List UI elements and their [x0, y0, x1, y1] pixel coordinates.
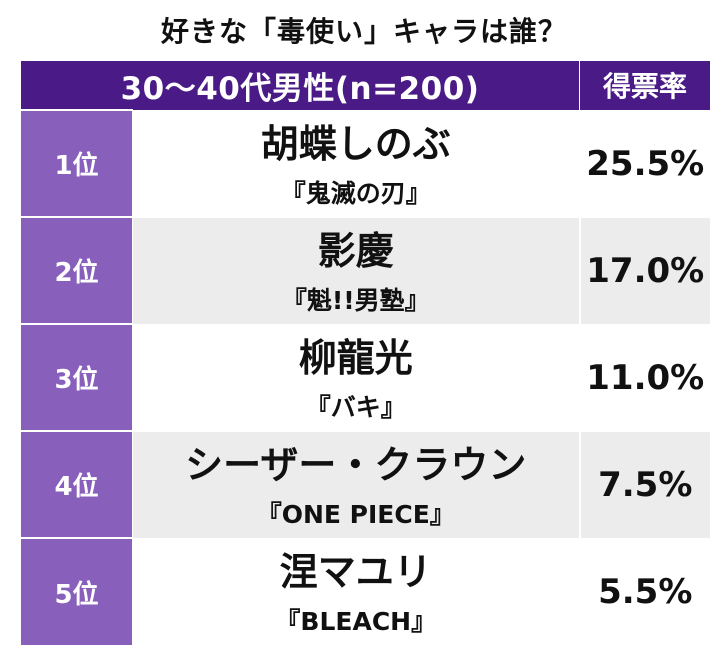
vote-percentage: 5.5% — [578, 537, 711, 647]
table-row: 5位 涅マユリ 『BLEACH』 5.5% — [20, 537, 711, 647]
table-row: 2位 影慶 『魁!!男塾』 17.0% — [20, 216, 711, 325]
group-label: 30〜40代男性(n=200) — [20, 60, 580, 111]
rank-label: 1位 — [20, 108, 133, 218]
rank-label: 3位 — [20, 323, 133, 432]
table-row: 1位 胡蝶しのぶ 『鬼滅の刃』 25.5% — [20, 108, 711, 218]
character-name: 影慶 — [317, 228, 394, 273]
character-name: 涅マユリ — [279, 549, 432, 594]
chart-title: 好きな「毒使い」キャラは誰？ — [160, 15, 567, 48]
name-cell: 影慶 『魁!!男塾』 — [132, 216, 580, 325]
table-header-row: 30〜40代男性(n=200) 得票率 — [20, 60, 711, 111]
work-title: 『ONE PIECE』 — [256, 499, 455, 529]
vote-percentage: 11.0% — [578, 323, 711, 432]
vote-percentage: 7.5% — [578, 430, 711, 539]
name-cell: シーザー・クラウン 『ONE PIECE』 — [132, 430, 580, 539]
character-name: 柳龍光 — [298, 335, 413, 380]
rank-label: 5位 — [20, 537, 133, 647]
ranking-table: 30〜40代男性(n=200) 得票率 1位 胡蝶しのぶ 『鬼滅の刃』 25.5… — [20, 60, 711, 647]
vote-percentage: 17.0% — [578, 216, 711, 325]
character-name: シーザー・クラウン — [185, 442, 527, 487]
rank-label: 4位 — [20, 430, 133, 539]
work-title: 『鬼滅の刃』 — [280, 178, 431, 208]
work-title: 『バキ』 — [305, 392, 406, 422]
vote-percentage: 25.5% — [578, 109, 711, 218]
character-name: 胡蝶しのぶ — [260, 121, 451, 166]
work-title: 『BLEACH』 — [275, 606, 437, 636]
rank-label: 2位 — [20, 216, 133, 325]
table-row: 4位 シーザー・クラウン 『ONE PIECE』 7.5% — [20, 430, 711, 539]
name-cell: 涅マユリ 『BLEACH』 — [132, 537, 580, 647]
value-header: 得票率 — [579, 60, 711, 111]
work-title: 『魁!!男塾』 — [281, 285, 430, 315]
name-cell: 柳龍光 『バキ』 — [132, 323, 580, 432]
table-row: 3位 柳龍光 『バキ』 11.0% — [20, 323, 711, 432]
name-cell: 胡蝶しのぶ 『鬼滅の刃』 — [132, 109, 580, 218]
